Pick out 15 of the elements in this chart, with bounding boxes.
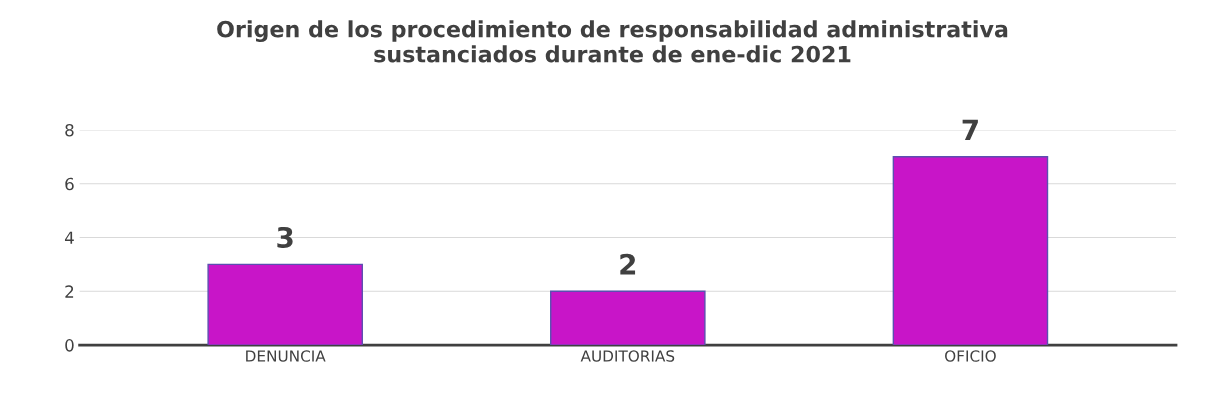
data-label: 7 [962, 119, 978, 140]
bar [207, 263, 363, 346]
chart-title: Origen de los procedimiento de responsabilidad administrativa sustanciados durante de ene-dic 2021 [217, 20, 1008, 63]
data-label: 3 [277, 226, 293, 248]
y-tick-label: 8 [65, 123, 74, 137]
y-tick-label: 6 [65, 177, 74, 191]
y-tick-label: 4 [64, 231, 74, 244]
y-tick-label: 2 [65, 285, 74, 298]
bar [892, 156, 1049, 346]
x-tick-label: DENUNCIA [246, 350, 326, 362]
bar [550, 290, 706, 346]
x-tick-label: OFICIO [945, 350, 996, 362]
data-label: 2 [620, 253, 636, 275]
y-tick-label: 0 [65, 339, 74, 352]
x-tick-label: AUDITORIAS [580, 350, 675, 362]
